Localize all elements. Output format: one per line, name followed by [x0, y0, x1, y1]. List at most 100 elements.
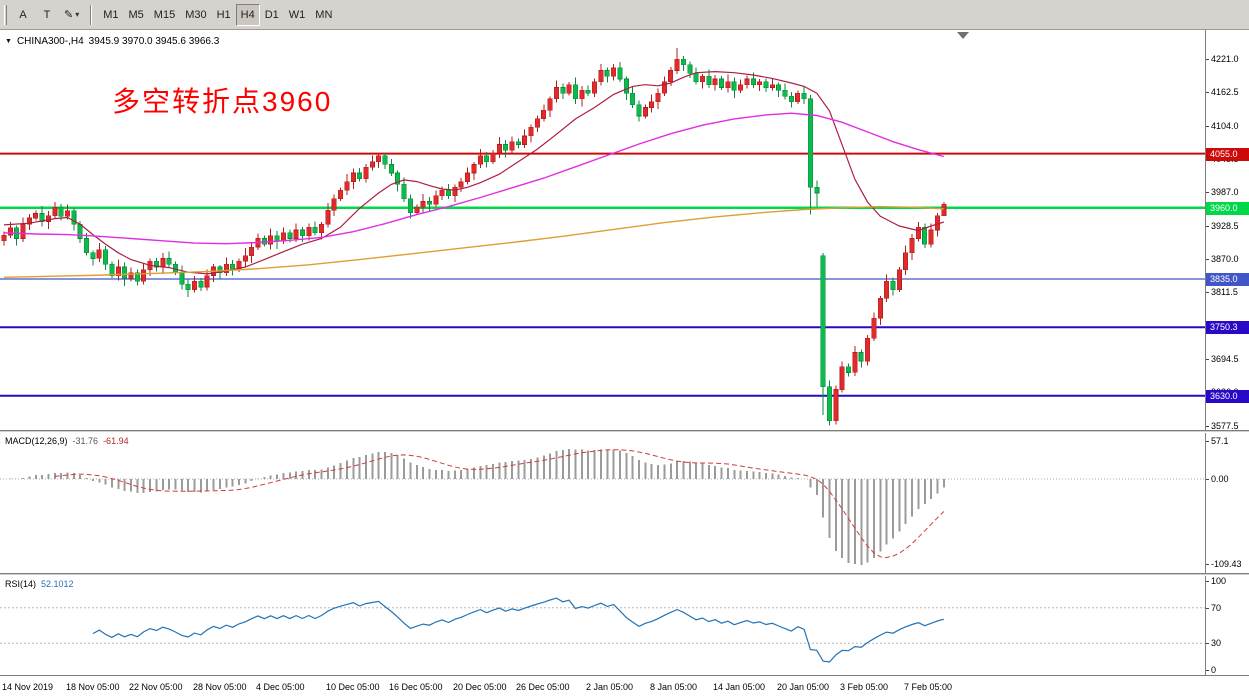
axis-label: 3694.5 — [1211, 354, 1239, 364]
axis-label: 0.00 — [1211, 474, 1229, 484]
rsi-panel: RSI(14) 52.1012 — [0, 576, 1205, 675]
timeframe-button-d1[interactable]: D1 — [259, 3, 284, 26]
timeframe-button-mn[interactable]: MN — [310, 3, 338, 26]
macd-axis[interactable]: 57.1 0.00 -109.43 — [1205, 433, 1249, 573]
panel-splitter[interactable] — [0, 430, 1249, 433]
ohlc-values-label: 3945.9 3970.0 3945.6 3966.3 — [88, 36, 220, 47]
axis-tick — [1206, 192, 1209, 193]
chart-info-line: ▼ CHINA300-,H4 3945.9 3970.0 3945.6 3966… — [5, 36, 219, 47]
time-label: 22 Nov 05:00 — [129, 682, 183, 692]
axis-tick — [1206, 479, 1209, 480]
timeframe-button-w1[interactable]: W1 — [283, 3, 311, 26]
rsi-value: 52.1012 — [41, 579, 74, 589]
axis-label: 0 — [1211, 665, 1217, 675]
time-label: 10 Dec 05:00 — [326, 682, 380, 692]
axis-label: 4162.5 — [1211, 87, 1239, 97]
toolbar-drag-handle[interactable] — [4, 4, 7, 25]
time-label: 8 Jan 05:00 — [650, 682, 698, 692]
axis-label: 4104.0 — [1211, 121, 1239, 131]
axis-tick — [1206, 292, 1209, 293]
toolbar-separator — [90, 4, 93, 25]
chart-annotation-text: 多空转折点3960 — [112, 86, 333, 117]
rsi-axis[interactable]: 100 70 30 0 — [1205, 576, 1249, 675]
axis-label: 4221.0 — [1211, 54, 1239, 64]
timeframe-button-m15[interactable]: M15 — [148, 3, 181, 26]
axis-label: 30 — [1211, 638, 1222, 648]
chevron-down-icon: ▾ — [75, 9, 80, 19]
price-badge-3750.3: 3750.3 — [1206, 321, 1249, 334]
drawing-tool-group: A T ✎ ▾ — [11, 3, 85, 26]
price-axis[interactable]: 4221.04162.54104.04045.53987.03928.53870… — [1205, 30, 1249, 430]
axis-tick — [1206, 226, 1209, 227]
panel-splitter[interactable] — [0, 573, 1249, 576]
axis-tick — [1206, 359, 1209, 360]
time-label: 2 Jan 05:00 — [586, 682, 634, 692]
time-label: 26 Dec 05:00 — [516, 682, 570, 692]
macd-signal-line — [54, 449, 945, 559]
macd-panel: MACD(12,26,9) -31.76 -61.94 — [0, 433, 1205, 573]
timeframe-group: M1 M5 M15 M30 H1 H4 D1 W1 MN — [98, 3, 338, 26]
candlesticks — [1, 48, 947, 426]
macd-label: MACD(12,26,9) -31.76 -61.94 — [5, 436, 129, 446]
ma-mid-line — [3, 112, 944, 245]
rsi-canvas[interactable] — [0, 576, 1205, 675]
timeframe-button-h1[interactable]: H1 — [211, 3, 236, 26]
timeframe-button-h4[interactable]: H4 — [235, 3, 260, 26]
axis-label: 70 — [1211, 603, 1222, 613]
axis-label: 57.1 — [1211, 436, 1229, 446]
time-label: 14 Nov 2019 — [2, 682, 54, 692]
axis-tick — [1206, 259, 1209, 260]
macd-value-signal: -61.94 — [103, 436, 129, 446]
axis-label: 3928.5 — [1211, 221, 1239, 231]
crosshair-tool-button[interactable]: T — [35, 3, 59, 26]
axis-tick — [1206, 59, 1209, 60]
chart-shift-marker[interactable] — [957, 32, 969, 39]
timeframe-button-m5[interactable]: M5 — [123, 3, 149, 26]
pencil-icon: ✎ — [64, 8, 74, 21]
symbol-timeframe-label: CHINA300-,H4 — [16, 36, 84, 47]
axis-tick — [1206, 426, 1209, 427]
rsi-line — [92, 597, 944, 663]
axis-label: 100 — [1211, 576, 1227, 586]
time-axis[interactable]: 14 Nov 2019 18 Nov 05:00 22 Nov 05:00 28 No… — [0, 675, 1249, 700]
axis-tick — [1206, 564, 1209, 565]
time-label: 3 Feb 05:00 — [840, 682, 889, 692]
axis-tick — [1206, 670, 1209, 671]
macd-name: MACD(12,26,9) — [5, 436, 68, 446]
time-label: 20 Dec 05:00 — [453, 682, 507, 692]
axis-label: 3987.0 — [1211, 187, 1239, 197]
axis-tick — [1206, 581, 1209, 582]
time-label: 14 Jan 05:00 — [713, 682, 766, 692]
price-badge-3835.0: 3835.0 — [1206, 273, 1249, 286]
axis-tick — [1206, 608, 1209, 609]
axis-tick — [1206, 126, 1209, 127]
rsi-name: RSI(14) — [5, 579, 37, 589]
axis-label: 3577.5 — [1211, 421, 1239, 430]
time-label: 16 Dec 05:00 — [389, 682, 443, 692]
price-badge-3960.0: 3960.0 — [1206, 202, 1249, 215]
macd-canvas[interactable] — [0, 433, 1205, 573]
time-label: 28 Nov 05:00 — [193, 682, 247, 692]
draw-tool-button[interactable]: ✎ ▾ — [59, 3, 85, 26]
axis-tick — [1206, 441, 1209, 442]
time-label: 18 Nov 05:00 — [66, 682, 120, 692]
axis-label: 3870.0 — [1211, 254, 1239, 264]
rsi-label: RSI(14) 52.1012 — [5, 579, 74, 589]
cursor-icon: A — [19, 8, 27, 21]
ma-slow-line — [3, 205, 944, 278]
symbol-marker-icon: ▼ — [5, 38, 12, 45]
text-cursor-icon: T — [43, 8, 51, 21]
timeframe-button-m1[interactable]: M1 — [98, 3, 124, 26]
axis-tick — [1206, 643, 1209, 644]
timeframe-button-m30[interactable]: M30 — [180, 3, 212, 26]
cursor-tool-button[interactable]: A — [11, 3, 35, 26]
price-badge-3630.0: 3630.0 — [1206, 390, 1249, 403]
axis-label: -109.43 — [1211, 559, 1242, 569]
toolbar: A T ✎ ▾ M1 M5 M15 M30 H1 H4 D1 W1 MN — [0, 0, 1249, 30]
main-chart-panel: ▼ CHINA300-,H4 3945.9 3970.0 3945.6 3966… — [0, 30, 1205, 430]
ma-fast-line — [3, 70, 944, 275]
axis-label: 3811.5 — [1211, 287, 1238, 297]
main-chart-canvas[interactable] — [0, 30, 1205, 430]
macd-value-main: -31.76 — [72, 436, 99, 446]
